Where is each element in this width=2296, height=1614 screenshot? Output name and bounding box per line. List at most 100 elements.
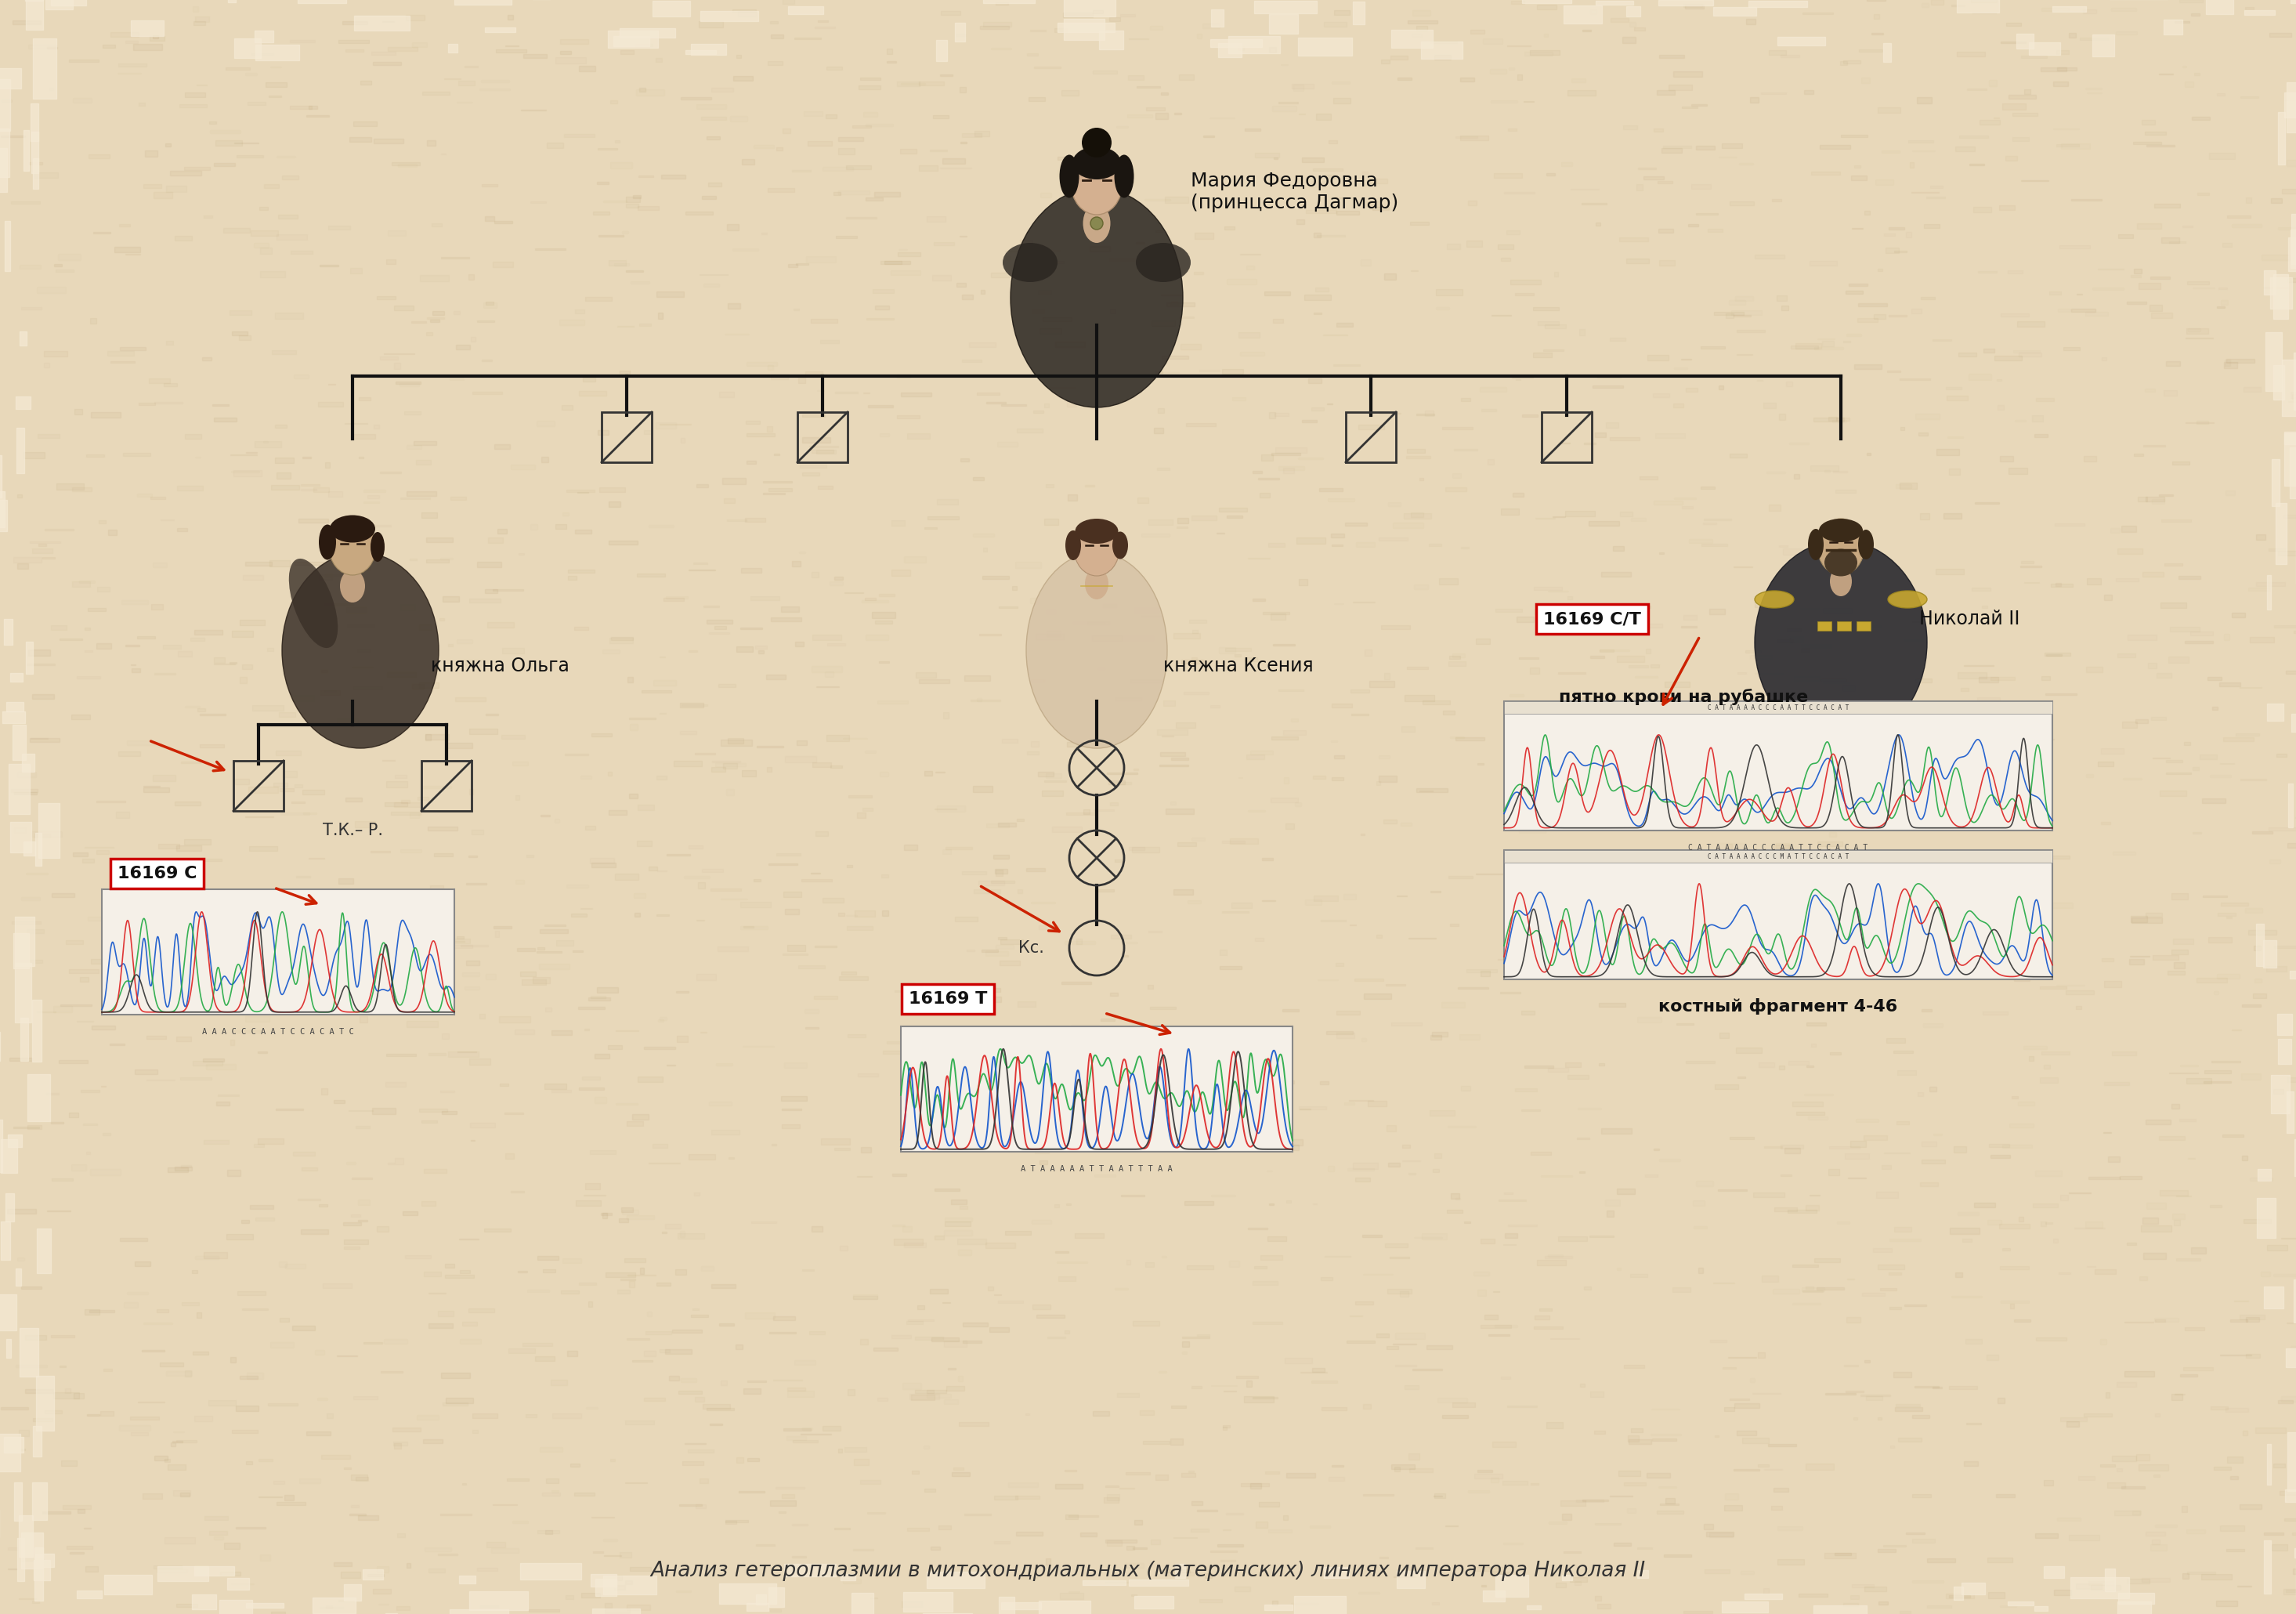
Bar [1194,271,1203,274]
Bar [2190,13,2200,16]
Bar [563,405,574,410]
Bar [1658,1486,1676,1488]
Bar [2108,1156,2119,1162]
Bar [1575,1499,1603,1501]
Bar [356,649,370,652]
Bar [1800,1595,1828,1596]
Bar [2181,1506,2188,1512]
Bar [1146,107,1164,110]
Bar [2092,287,2124,289]
Bar [230,1357,236,1362]
Bar [1079,200,1097,203]
Bar [1116,859,1123,862]
Bar [484,216,494,221]
Ellipse shape [1010,189,1182,407]
Bar [944,1222,971,1225]
Bar [14,1482,21,1520]
Bar [622,231,629,234]
Bar [1784,599,1795,604]
Bar [1759,1464,1768,1467]
Bar [1329,140,1336,144]
Bar [397,1606,411,1609]
Bar [5,1436,23,1453]
Bar [1823,608,1851,613]
Bar [1033,412,1045,413]
Bar [592,862,615,867]
Bar [2087,775,2094,778]
Bar [1596,433,1607,437]
Bar [1534,352,1552,357]
Bar [2002,1248,2009,1251]
Bar [1782,880,1795,883]
Bar [32,1427,41,1456]
Bar [2193,831,2202,834]
Bar [611,638,634,641]
Bar [2016,34,2034,48]
Bar [214,1537,223,1540]
Bar [1164,197,1189,203]
Bar [712,767,726,771]
Bar [1538,321,1559,324]
Bar [1235,654,1242,657]
Bar [2213,991,2218,994]
Bar [783,1428,810,1432]
Bar [2156,673,2172,678]
Bar [2268,32,2291,37]
Bar [2,712,25,723]
Bar [595,1054,608,1059]
Bar [96,644,110,649]
Bar [1199,1078,1228,1080]
Bar [2000,1606,2016,1608]
Bar [567,884,588,888]
Bar [55,265,62,266]
Bar [2135,268,2142,273]
Bar [1545,324,1566,328]
Bar [1773,200,1782,202]
Bar [907,433,930,439]
Bar [866,634,889,641]
Bar [636,841,652,846]
Bar [1228,1261,1240,1267]
Bar [2009,1304,2014,1309]
Bar [177,1440,197,1443]
Bar [833,192,840,195]
Bar [1173,889,1194,894]
Bar [992,881,1015,883]
Bar [590,857,615,863]
Bar [124,454,149,457]
Bar [1653,1438,1676,1441]
Bar [1880,726,1894,731]
Bar [2163,391,2177,395]
Bar [406,1256,432,1259]
Bar [1405,696,1435,700]
Bar [138,402,156,405]
Bar [273,783,287,788]
Bar [2037,884,2050,888]
Bar [2112,1456,2135,1461]
Bar [2227,1549,2245,1551]
Bar [838,148,854,155]
Bar [2275,504,2287,563]
Bar [879,771,889,776]
Bar [1410,513,1424,516]
Bar [978,881,1003,886]
Bar [2273,274,2287,320]
Bar [347,607,367,612]
Bar [445,1275,473,1278]
Bar [1061,981,1091,985]
Bar [1896,1070,1917,1075]
Bar [758,650,765,654]
Bar [1658,181,1671,184]
Bar [1782,549,1802,555]
Bar [39,804,60,857]
Bar [1738,770,1766,776]
Bar [51,0,85,6]
Bar [1876,179,1894,186]
Bar [1384,1244,1407,1248]
Bar [2186,328,2209,334]
Bar [298,1478,319,1483]
Bar [1033,1304,1052,1309]
Bar [126,741,156,746]
Bar [827,736,850,741]
Bar [494,261,512,268]
